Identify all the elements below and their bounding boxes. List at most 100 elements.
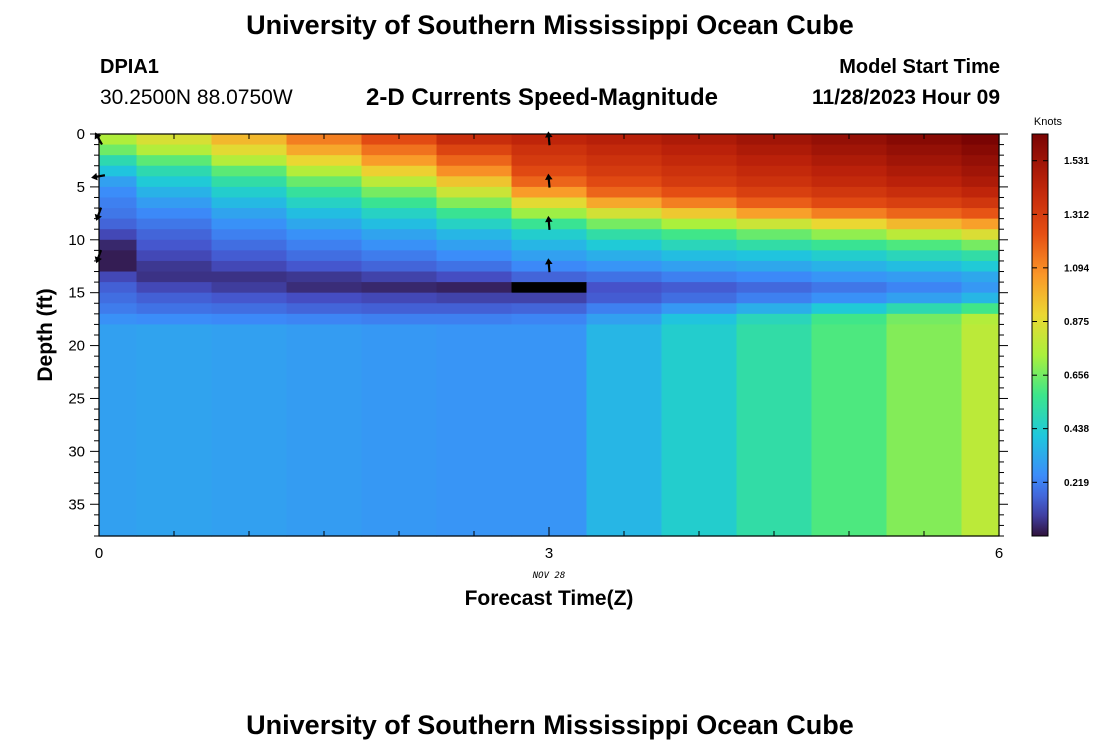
- heatmap-cell: [286, 165, 363, 177]
- y-tick-label: 5: [77, 179, 85, 196]
- heatmap-cell: [436, 292, 513, 304]
- heatmap-cell: [736, 282, 813, 294]
- heatmap-cell: [436, 208, 513, 220]
- heatmap-cell: [136, 208, 213, 220]
- x-tick-label: 3: [545, 545, 553, 562]
- heatmap-cell: [811, 165, 888, 177]
- heatmap-cell: [286, 260, 363, 273]
- heatmap-cell: [661, 260, 738, 273]
- heatmap-cell: [586, 218, 663, 230]
- heatmap-cell: [586, 134, 663, 146]
- station-id: DPIA1: [100, 56, 159, 78]
- heatmap-cell: [136, 218, 213, 230]
- y-tick-label: 25: [68, 390, 85, 407]
- heatmap-cell: [436, 313, 513, 326]
- heatmap-cells: [99, 134, 1000, 537]
- heatmap-cell: [286, 303, 363, 315]
- colorbar-tick-label: 0.219: [1064, 478, 1089, 489]
- heatmap-cell: [361, 313, 438, 326]
- page-title: University of Southern Mississippi Ocean…: [246, 10, 854, 40]
- heatmap-cell: [511, 186, 588, 199]
- heatmap-cell: [811, 176, 888, 188]
- heatmap-cell: [661, 134, 738, 146]
- heatmap-cell: [961, 239, 1000, 251]
- x-tick-label: 6: [995, 545, 1003, 562]
- heatmap-cell: [811, 208, 888, 220]
- current-arrow-shaft: [96, 136, 103, 146]
- heatmap-cell: [211, 208, 288, 220]
- heatmap-cell: [736, 208, 813, 220]
- heatmap-cell: [961, 134, 1000, 146]
- heatmap-cell: [211, 303, 288, 315]
- heatmap-cell: [511, 282, 588, 294]
- heatmap-cell: [361, 218, 438, 230]
- heatmap-cell: [99, 218, 138, 230]
- heatmap-cell: [136, 229, 213, 241]
- heatmap-cell: [286, 155, 363, 167]
- chart-subtitle: 2-D Currents Speed-Magnitude: [366, 84, 719, 111]
- heatmap-cell: [361, 229, 438, 241]
- heatmap-cell: [361, 260, 438, 273]
- heatmap-cell: [511, 324, 588, 537]
- current-arrow-head: [545, 215, 553, 223]
- heatmap-cell: [811, 324, 888, 537]
- heatmap-cell: [99, 155, 138, 167]
- heatmap-cell: [736, 155, 813, 167]
- heatmap-cell: [736, 303, 813, 315]
- heatmap-cell: [736, 239, 813, 251]
- heatmap-cell: [361, 165, 438, 177]
- heatmap-cell: [436, 165, 513, 177]
- heatmap-cell: [886, 229, 963, 241]
- x-tick-label: 0: [95, 545, 103, 562]
- heatmap-cell: [811, 239, 888, 251]
- current-arrow-shaft: [547, 263, 551, 273]
- current-arrow: [545, 173, 553, 188]
- heatmap-cell: [436, 197, 513, 209]
- heatmap-cell: [99, 144, 138, 156]
- heatmap-cell: [961, 250, 1000, 262]
- heatmap-cell: [661, 324, 738, 537]
- heatmap-cell: [511, 271, 588, 283]
- heatmap-cell: [436, 218, 513, 230]
- heatmap-cell: [286, 134, 363, 146]
- x-axis-label: Forecast Time(Z): [465, 587, 634, 610]
- heatmap-cell: [436, 239, 513, 251]
- y-axis-label: Depth (ft): [34, 288, 57, 381]
- current-arrow-head: [545, 258, 553, 265]
- heatmap-cell: [811, 229, 888, 241]
- heatmap-cell: [511, 292, 588, 304]
- heatmap-cell: [811, 218, 888, 230]
- heatmap-cell: [811, 271, 888, 283]
- heatmap-cell: [886, 282, 963, 294]
- heatmap-cell: [99, 324, 138, 537]
- heatmap-cell: [586, 324, 663, 537]
- heatmap-cell: [511, 303, 588, 315]
- heatmap-cell: [886, 324, 963, 537]
- heatmap-cell: [211, 197, 288, 209]
- heatmap-cell: [661, 155, 738, 167]
- heatmap-cell: [661, 208, 738, 220]
- colorbar: [1031, 133, 1049, 537]
- heatmap-cell: [736, 229, 813, 241]
- y-tick-label: 15: [68, 285, 85, 302]
- heatmap-cell: [361, 324, 438, 537]
- heatmap-cell: [511, 250, 588, 262]
- heatmap-cell: [661, 292, 738, 304]
- heatmap-cell: [811, 260, 888, 273]
- heatmap-cell: [211, 282, 288, 294]
- heatmap-cell: [211, 218, 288, 230]
- heatmap-cell: [211, 313, 288, 326]
- heatmap-cell: [136, 197, 213, 209]
- heatmap-cell: [436, 260, 513, 273]
- heatmap-cell: [661, 218, 738, 230]
- heatmap-cell: [586, 313, 663, 326]
- heatmap-cell: [961, 292, 1000, 304]
- heatmap-cell: [661, 303, 738, 315]
- heatmap-cell: [436, 144, 513, 156]
- heatmap-cell: [211, 186, 288, 199]
- heatmap-cell: [961, 144, 1000, 156]
- heatmap-cell: [886, 144, 963, 156]
- heatmap-cell: [961, 165, 1000, 177]
- colorbar-tick-label: 0.438: [1064, 424, 1089, 435]
- heatmap-cell: [361, 239, 438, 251]
